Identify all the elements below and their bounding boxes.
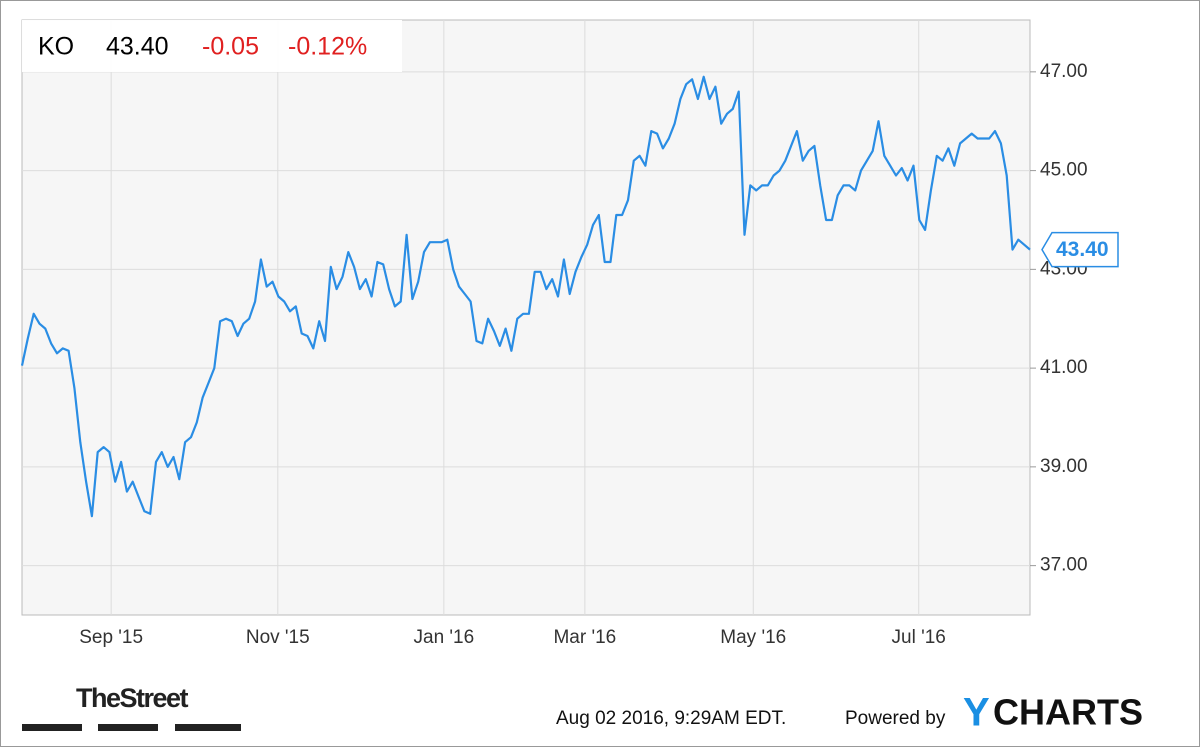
logo-bar (98, 724, 158, 731)
x-tick-label: Mar '16 (553, 627, 616, 648)
price: 43.40 (106, 33, 169, 61)
plot-area (21, 19, 1031, 616)
timestamp: Aug 02 2016, 9:29AM EDT. (556, 708, 786, 729)
y-tick-label: 37.00 (1040, 555, 1088, 576)
price-line (20, 75, 1031, 518)
y-tick-label: 47.00 (1040, 61, 1088, 82)
y-tick-label: 41.00 (1040, 357, 1088, 378)
x-tick-label: Jan '16 (414, 627, 475, 648)
powered-by: Powered by (845, 708, 946, 729)
x-tick-label: Jul '16 (892, 627, 946, 648)
source-logo: TheStreet (76, 683, 189, 713)
last-value-label: 43.40 (1056, 238, 1109, 261)
change-percent: -0.12% (288, 33, 367, 61)
brand-y: Y (963, 691, 990, 735)
ticker: KO (38, 33, 74, 61)
y-tick-label: 45.00 (1040, 160, 1088, 181)
x-tick-label: May '16 (720, 627, 786, 648)
brand-rest: CHARTS (993, 692, 1143, 733)
x-tick-label: Sep '15 (79, 627, 143, 648)
logo-bar (175, 724, 241, 731)
quote-box (22, 20, 402, 72)
last-value-callout (1041, 231, 1119, 268)
change: -0.05 (202, 33, 259, 61)
y-tick-label: 39.00 (1040, 456, 1088, 477)
x-tick-label: Nov '15 (246, 627, 310, 648)
logo-bar (22, 724, 82, 731)
